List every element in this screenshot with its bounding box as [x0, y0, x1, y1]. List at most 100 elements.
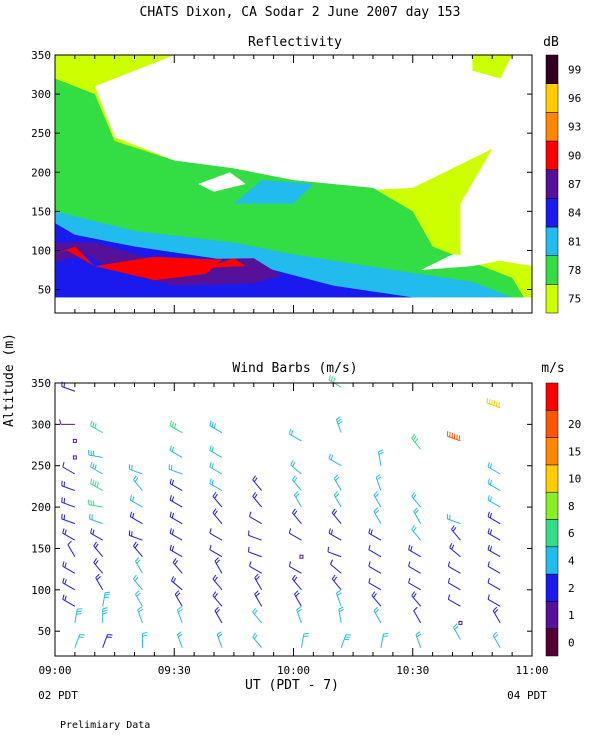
wind-barb	[341, 635, 351, 648]
wind-barb	[75, 609, 82, 623]
wind-barb	[488, 479, 500, 491]
colorbar-label: 15	[568, 445, 581, 458]
colorbar-label: 96	[568, 92, 581, 105]
wind-barb	[103, 608, 108, 623]
wind-barb	[62, 514, 75, 524]
wind-barb	[289, 429, 301, 441]
colorbar-swatch	[546, 547, 558, 574]
wind-barb	[210, 545, 222, 557]
wind-barb	[135, 558, 142, 574]
wind-barb	[369, 561, 381, 573]
reflectivity-title: Reflectivity	[248, 35, 342, 50]
colorbar-swatch	[546, 492, 558, 519]
wind-barb	[250, 561, 262, 573]
wind-barb	[291, 460, 302, 474]
wind-barb	[329, 375, 341, 387]
wind-barb	[62, 481, 75, 491]
wind-barb	[210, 462, 222, 474]
wind-barb	[412, 592, 421, 607]
wind-barb	[217, 632, 222, 648]
wind-barb	[138, 607, 143, 623]
colorbar-label: 90	[568, 149, 581, 162]
x-tick-label: 11:00	[515, 664, 548, 677]
colorbar-swatch	[546, 574, 558, 601]
y-tick-label: 50	[38, 284, 51, 297]
wind-barb	[210, 528, 222, 540]
colorbar-label: 93	[568, 121, 581, 134]
wind-barb	[60, 420, 75, 425]
wind-barb	[453, 624, 460, 640]
wind-barb	[409, 578, 421, 590]
wind-barb	[253, 633, 262, 648]
y-tick-label: 150	[31, 205, 51, 218]
wind-barb	[130, 512, 142, 524]
wind-barb	[210, 421, 222, 433]
wind-barb	[292, 575, 301, 590]
wind-barb	[88, 500, 102, 507]
calm-marker	[73, 456, 76, 459]
wind-barb	[488, 495, 500, 507]
wind-barb	[412, 492, 421, 507]
wind-barb	[488, 462, 500, 474]
wind-barb	[369, 528, 381, 540]
calm-marker	[459, 621, 462, 624]
wind-barb	[294, 591, 301, 607]
wind-barb	[103, 592, 110, 606]
wind-barb	[169, 464, 182, 474]
wind-barb	[488, 578, 500, 590]
wind-barb	[133, 575, 142, 590]
colorbar-swatch	[546, 170, 558, 199]
colorbar-label: 75	[568, 293, 581, 306]
y-tick-label: 300	[31, 418, 51, 431]
y-tick-label: 100	[31, 244, 51, 257]
x-axis-label: UT (PDT - 7)	[245, 678, 339, 693]
figure-title: CHATS Dixon, CA Sodar 2 June 2007 day 15…	[140, 5, 461, 20]
wind-barb	[129, 530, 142, 540]
wind-barb	[170, 528, 182, 540]
wind-barb	[253, 492, 262, 507]
altitude-axis-label: Altitude (m)	[2, 333, 17, 427]
wind-barb	[488, 595, 500, 607]
wind-barb	[336, 417, 342, 433]
wind-barb	[253, 476, 262, 491]
wind-barb	[133, 542, 142, 557]
colorbar-label: 99	[568, 63, 581, 76]
wind-barb	[493, 632, 500, 648]
y-tick-label: 200	[31, 501, 51, 514]
wind-barb	[213, 592, 222, 607]
left-date-label: 02 PDT	[38, 689, 78, 702]
wind-barb	[301, 634, 308, 648]
wind-barb	[255, 591, 262, 607]
colorbar-swatch	[546, 629, 558, 656]
wind-barb	[249, 547, 262, 557]
wind-barb	[336, 590, 341, 606]
colorbar-label: 87	[568, 178, 581, 191]
wind-barb	[334, 491, 341, 507]
wind-barb	[255, 574, 262, 590]
wind-barb	[213, 492, 222, 507]
wind-barb	[170, 495, 182, 507]
wind-barb	[448, 595, 460, 607]
colorbar-label: 78	[568, 264, 581, 277]
wind-barb	[369, 545, 381, 557]
wind-barb	[334, 475, 341, 491]
wind-barb	[332, 575, 341, 590]
wind-barb	[129, 464, 142, 474]
wind-barb	[173, 558, 182, 573]
wind-barb	[133, 476, 142, 491]
wind-barb	[249, 530, 262, 540]
y-tick-label: 350	[31, 377, 51, 390]
wind-barbs-colorbar-unit: m/s	[541, 361, 564, 376]
wind-barb	[130, 495, 142, 507]
colorbar-swatch	[546, 256, 558, 285]
contour-layers	[55, 55, 532, 297]
wind-barb	[215, 607, 222, 623]
y-tick-label: 150	[31, 542, 51, 555]
y-tick-label: 250	[31, 127, 51, 140]
wind-barb	[170, 421, 182, 433]
footnote: Prelimiary Data	[60, 720, 150, 731]
wind-barbs-panel: Wind Barbs (m/s) 5010015020025030035009:…	[31, 361, 581, 677]
